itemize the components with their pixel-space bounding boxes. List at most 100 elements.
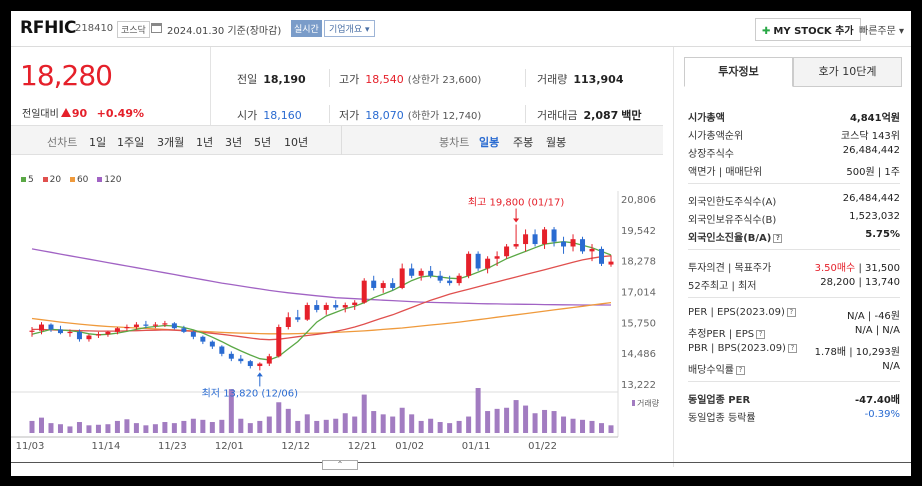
volume-bar bbox=[371, 411, 377, 433]
tab-10y[interactable]: 10년 bbox=[284, 136, 309, 149]
candle-body bbox=[95, 334, 101, 336]
quote-high: 고가 18,540 (상한가 23,600) bbox=[339, 71, 481, 87]
volume-axis-label: 거래량 bbox=[637, 398, 660, 408]
x-tick-label: 12/21 bbox=[348, 441, 377, 452]
tab-1d[interactable]: 1일 bbox=[89, 136, 107, 149]
chart-period-tabs: 선차트 1일 1주일 3개월 1년 3년 5년 10년 봉차트 일봉 주봉 월봉 bbox=[11, 125, 663, 155]
candle-body bbox=[133, 324, 139, 327]
tab-daily[interactable]: 일봉 bbox=[479, 136, 500, 149]
help-icon[interactable]: ? bbox=[786, 307, 796, 317]
line-chart-label: 선차트 bbox=[47, 136, 78, 149]
volume-bar bbox=[418, 420, 424, 433]
help-icon[interactable]: ? bbox=[787, 343, 797, 353]
candle-body bbox=[114, 328, 120, 332]
volume-bar bbox=[57, 424, 63, 433]
row-shares: 상장주식수 26,484,442 bbox=[688, 145, 900, 160]
date-text: 2024.01.30 기준(장마감) bbox=[167, 26, 282, 37]
tab-monthly[interactable]: 월봉 bbox=[546, 136, 567, 149]
quote-open: 시가 18,160 bbox=[237, 107, 302, 123]
company-overview-button[interactable]: 기업개요 ▾ bbox=[324, 20, 375, 37]
row-market-cap-rank[interactable]: 시가총액순위 코스닥 143위 bbox=[688, 131, 900, 142]
volume-bar bbox=[162, 422, 168, 433]
volume-bar bbox=[304, 414, 310, 433]
row-sector-change[interactable]: 동일업종 등락률 -0.39% bbox=[688, 409, 900, 424]
volume-bar bbox=[133, 423, 139, 433]
candle-body bbox=[162, 323, 168, 325]
amount-value: 2,087 bbox=[583, 109, 619, 122]
candle-body bbox=[38, 324, 44, 331]
volume-bar bbox=[333, 418, 339, 433]
low-value: 18,070 bbox=[365, 109, 404, 122]
volume-bar bbox=[48, 423, 54, 433]
add-mystock-button[interactable]: ✚ MY STOCK 추가 bbox=[755, 18, 861, 41]
prev-value: 18,190 bbox=[263, 73, 306, 86]
tab-weekly[interactable]: 주봉 bbox=[513, 136, 534, 149]
candle-body bbox=[380, 283, 386, 288]
prev-label: 전일 bbox=[237, 73, 258, 86]
volume-bar bbox=[190, 418, 196, 433]
tab-3m[interactable]: 3개월 bbox=[157, 136, 185, 149]
volume-bar bbox=[447, 423, 453, 433]
amount-unit: 백만 bbox=[621, 109, 642, 122]
quick-order-button[interactable]: 빠른주문 ▾ bbox=[859, 26, 904, 37]
row-52week: 52주최고 | 최저 28,200 | 13,740 bbox=[688, 277, 900, 292]
volume-bar bbox=[570, 418, 576, 433]
candle-body bbox=[580, 239, 586, 252]
help-icon[interactable]: ? bbox=[773, 233, 783, 243]
volume-bar bbox=[399, 407, 405, 433]
volume-bar bbox=[323, 419, 329, 433]
volume-bar bbox=[428, 418, 434, 433]
quote-prev: 전일 18,190 bbox=[237, 71, 306, 87]
row-sector-per[interactable]: 동일업종 PER -47.40배 bbox=[688, 395, 900, 406]
volume-bar bbox=[238, 418, 244, 433]
candle-body bbox=[266, 356, 272, 364]
volume-bar bbox=[219, 419, 225, 433]
low-annotation: 최저 13,820 (12/06) bbox=[202, 387, 298, 399]
tab-5y[interactable]: 5년 bbox=[254, 136, 272, 149]
realtime-button[interactable]: 실시간 bbox=[291, 20, 322, 37]
candle-body bbox=[447, 280, 453, 284]
candle-body bbox=[247, 361, 253, 367]
amount-label: 거래대금 bbox=[537, 109, 578, 122]
volume-bar bbox=[200, 419, 206, 433]
bottom-divider bbox=[11, 462, 911, 463]
volume-bar bbox=[266, 416, 272, 433]
tab-3y[interactable]: 3년 bbox=[225, 136, 243, 149]
info-tabs: 투자정보 호가 10단계 bbox=[684, 57, 902, 87]
help-icon[interactable]: ? bbox=[756, 329, 766, 339]
volume-bar bbox=[95, 424, 101, 433]
current-price: 18,280 bbox=[20, 59, 113, 92]
candle-body bbox=[276, 326, 282, 357]
tab-1y[interactable]: 1년 bbox=[196, 136, 214, 149]
y-tick-label: 17,014 bbox=[621, 288, 656, 299]
tab-invest-info[interactable]: 투자정보 bbox=[684, 57, 793, 87]
candle-body bbox=[342, 305, 348, 308]
row-market-cap: 시가총액 4,841억원 bbox=[688, 113, 900, 124]
volume-bar bbox=[124, 419, 130, 433]
candle-body bbox=[532, 234, 538, 245]
volume-bar bbox=[352, 416, 358, 433]
volume-bar bbox=[485, 411, 491, 433]
legend-ma20: 20 bbox=[42, 175, 61, 185]
tab-1w[interactable]: 1주일 bbox=[117, 136, 145, 149]
volume-bar bbox=[580, 419, 586, 433]
up-triangle-icon bbox=[60, 108, 71, 117]
candle-body bbox=[551, 229, 557, 242]
volume-bar bbox=[295, 420, 301, 433]
row-opinion: 투자의견 | 목표주가 3.50매수 | 31,500 bbox=[688, 263, 900, 274]
candlestick-chart[interactable]: 20,806 19,542 18,278 17,014 15,750 14,486 13,2… bbox=[11, 181, 663, 466]
stock-name: RFHIC bbox=[20, 18, 77, 38]
volume-bar bbox=[38, 417, 44, 433]
collapse-button[interactable]: ⌃ bbox=[322, 460, 358, 470]
volume-bar bbox=[523, 405, 529, 433]
lower-limit: (하한가 12,740) bbox=[407, 111, 482, 122]
row-pbr: PBR | BPS(2023.09)? 1.78배 | 10,293원 bbox=[688, 343, 900, 358]
volume-bar bbox=[247, 423, 253, 433]
tab-ask-10[interactable]: 호가 10단계 bbox=[793, 57, 902, 87]
high-value: 18,540 bbox=[365, 73, 404, 86]
help-icon[interactable]: ? bbox=[736, 365, 745, 375]
low-label: 저가 bbox=[339, 109, 360, 122]
candle-body bbox=[418, 270, 424, 276]
x-tick-label: 11/14 bbox=[92, 441, 121, 452]
volume-bar bbox=[608, 425, 614, 433]
